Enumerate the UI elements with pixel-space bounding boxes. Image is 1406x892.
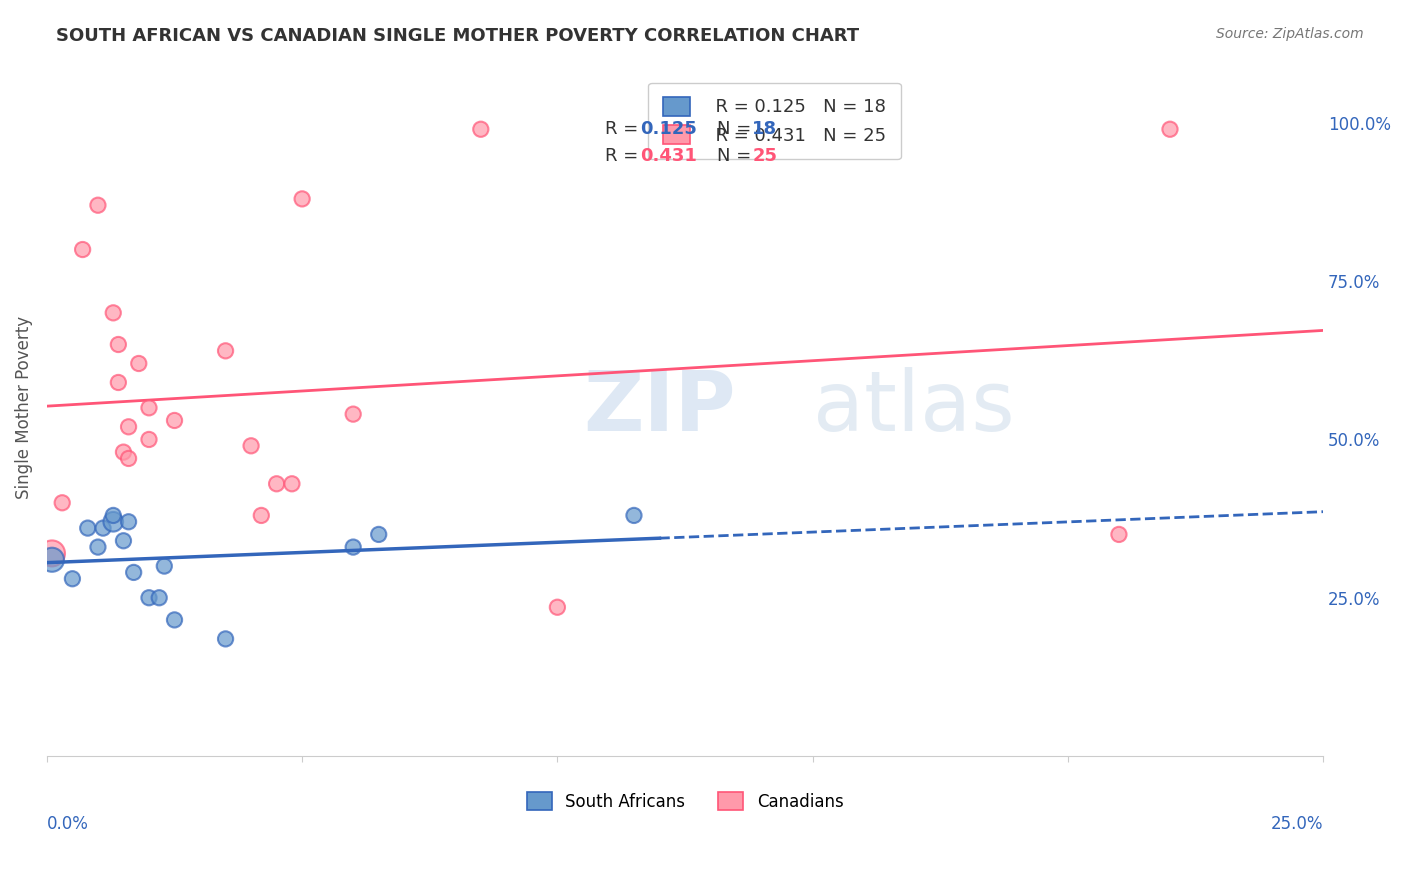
- Point: [148, 591, 170, 605]
- Point: [281, 476, 304, 491]
- Point: [112, 445, 135, 459]
- Text: 0.125: 0.125: [640, 120, 696, 138]
- Text: 25.0%: 25.0%: [1271, 815, 1323, 833]
- Text: N =: N =: [717, 147, 751, 165]
- Point: [1108, 527, 1130, 541]
- Point: [138, 433, 160, 447]
- Text: R =: R =: [605, 120, 638, 138]
- Point: [546, 600, 568, 615]
- Point: [214, 632, 236, 646]
- Text: SOUTH AFRICAN VS CANADIAN SINGLE MOTHER POVERTY CORRELATION CHART: SOUTH AFRICAN VS CANADIAN SINGLE MOTHER …: [56, 27, 859, 45]
- Text: R =: R =: [605, 147, 638, 165]
- Point: [117, 419, 139, 434]
- Text: 25: 25: [752, 147, 778, 165]
- Point: [103, 306, 125, 320]
- Point: [623, 508, 645, 523]
- Text: Source: ZipAtlas.com: Source: ZipAtlas.com: [1216, 27, 1364, 41]
- Point: [240, 439, 263, 453]
- Point: [117, 451, 139, 466]
- Point: [163, 413, 186, 427]
- Point: [87, 540, 110, 554]
- Point: [214, 343, 236, 358]
- Point: [87, 198, 110, 212]
- Point: [107, 337, 129, 351]
- Legend: South Africans, Canadians: South Africans, Canadians: [520, 786, 851, 817]
- Point: [138, 401, 160, 415]
- Point: [91, 521, 114, 535]
- Point: [163, 613, 186, 627]
- Point: [1159, 122, 1181, 136]
- Text: atlas: atlas: [813, 368, 1014, 449]
- Point: [112, 533, 135, 548]
- Point: [266, 476, 288, 491]
- Y-axis label: Single Mother Poverty: Single Mother Poverty: [15, 317, 32, 500]
- Text: ZIP: ZIP: [583, 368, 735, 449]
- Point: [250, 508, 273, 523]
- Point: [470, 122, 492, 136]
- Point: [103, 515, 125, 529]
- Point: [128, 357, 150, 371]
- Point: [117, 515, 139, 529]
- Point: [138, 591, 160, 605]
- Point: [103, 508, 125, 523]
- Point: [342, 407, 364, 421]
- Point: [367, 527, 389, 541]
- Point: [107, 376, 129, 390]
- Point: [41, 546, 63, 560]
- Point: [51, 496, 73, 510]
- Point: [153, 559, 176, 574]
- Text: N =: N =: [717, 120, 751, 138]
- Point: [291, 192, 314, 206]
- Point: [41, 553, 63, 567]
- Point: [76, 521, 98, 535]
- Point: [122, 566, 145, 580]
- Text: 0.431: 0.431: [640, 147, 696, 165]
- Point: [72, 243, 94, 257]
- Point: [342, 540, 364, 554]
- Text: 0.0%: 0.0%: [46, 815, 89, 833]
- Text: 18: 18: [752, 120, 778, 138]
- Point: [62, 572, 84, 586]
